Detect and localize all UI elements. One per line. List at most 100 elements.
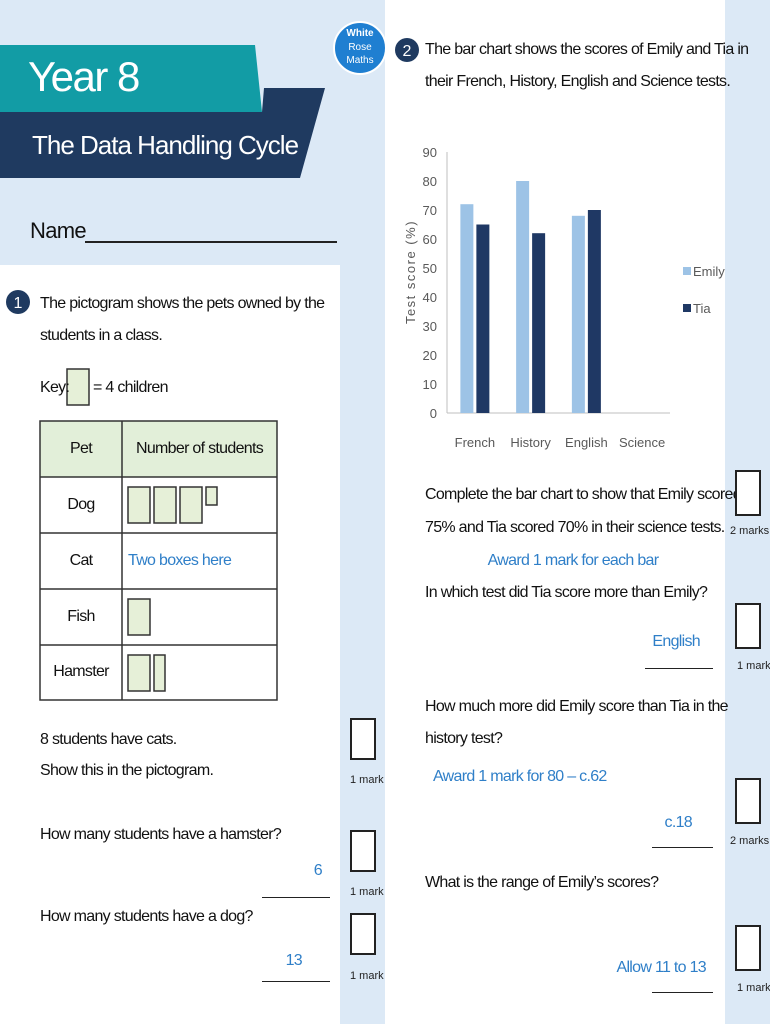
key-text: = 4 children: [93, 379, 168, 396]
x-tick-label: Science: [619, 435, 665, 450]
bar: [476, 224, 490, 413]
question-number-badge: [395, 38, 419, 62]
pictogram-symbol: [153, 486, 177, 524]
question-text: history test?: [425, 730, 503, 747]
title: Year 8: [28, 53, 140, 100]
prompt: students in a class.: [40, 327, 163, 344]
logo-text: Rose: [348, 42, 372, 53]
bar: [516, 181, 530, 413]
y-tick-label: 60: [423, 232, 437, 247]
mark-label: 1 mark: [350, 886, 384, 898]
answer: c.18: [664, 814, 693, 831]
answer: Award 1 mark for each bar: [487, 552, 659, 569]
marking-note: Award 1 mark for 80 – c.62: [433, 768, 607, 785]
question-number: 2: [403, 43, 412, 60]
pet-name: Cat: [69, 552, 94, 569]
mark-box[interactable]: [735, 778, 761, 824]
mark-label: 2 marks: [730, 525, 770, 537]
legend-label: Tia: [693, 301, 711, 316]
y-tick-label: 90: [423, 145, 437, 160]
y-tick-label: 10: [423, 377, 437, 392]
key-symbol: [66, 368, 90, 406]
pictogram-symbol: [127, 486, 151, 524]
pictogram-symbol: [153, 654, 166, 692]
answer-line: [645, 668, 713, 669]
question-text: How many students have a dog?: [40, 908, 253, 925]
bar: [460, 204, 474, 413]
question-text: Complete the bar chart to show that Emil…: [425, 486, 742, 503]
x-tick-label: History: [510, 435, 551, 450]
mark-box[interactable]: [350, 718, 376, 760]
mark-label: 1 mark: [737, 660, 770, 672]
answer-line: [262, 981, 330, 982]
logo: [333, 21, 387, 75]
name-label: Name: [30, 218, 87, 243]
question-number-badge: [6, 290, 30, 314]
mark-box[interactable]: [735, 470, 761, 516]
logo-text: White: [346, 28, 374, 39]
subtitle-banner: [0, 88, 325, 178]
pictogram-symbol: [127, 598, 151, 636]
answer: English: [652, 633, 700, 650]
question-text: How much more did Emily score than Tia i…: [425, 698, 729, 715]
answer: Allow 11 to 13: [616, 959, 706, 976]
question-text: What is the range of Emily’s scores?: [425, 874, 659, 891]
y-tick-label: 40: [423, 290, 437, 305]
answer: Two boxes here: [128, 552, 232, 569]
logo-text: Maths: [346, 55, 373, 66]
subtitle: The Data Handling Cycle: [32, 130, 299, 160]
right-panel: [385, 0, 725, 1024]
prompt: The pictogram shows the pets owned by th…: [40, 295, 325, 312]
y-tick-label: 30: [423, 319, 437, 334]
bar: [587, 210, 601, 413]
pet-name: Dog: [67, 496, 95, 513]
answer-line: [262, 897, 330, 898]
pictogram-symbol: [205, 486, 218, 506]
y-tick-label: 0: [430, 406, 437, 421]
prompt: their French, History, English and Scien…: [425, 73, 731, 90]
answer-line: [652, 847, 713, 848]
mark-box[interactable]: [735, 603, 761, 649]
prompt: The bar chart shows the scores of Emily …: [425, 41, 749, 58]
y-axis-label: Test score (%): [403, 220, 418, 324]
question-text: 8 students have cats.: [40, 731, 177, 748]
pet-name: Fish: [67, 608, 95, 625]
bar: [571, 215, 585, 413]
answer: 13: [285, 952, 303, 969]
title-banner: [0, 45, 262, 112]
key-label: Key:: [40, 379, 70, 396]
pet-name: Hamster: [53, 663, 109, 680]
question-text: How many students have a hamster?: [40, 826, 282, 843]
table-header-bg: [40, 421, 277, 477]
pictogram-symbol: [179, 486, 203, 524]
question-text: In which test did Tia score more than Em…: [425, 584, 708, 601]
question-number: 1: [14, 295, 23, 312]
x-tick-label: French: [455, 435, 495, 450]
mark-label: 2 marks: [730, 835, 770, 847]
mark-box[interactable]: [735, 925, 761, 971]
mark-label: 1 mark: [350, 970, 384, 982]
y-tick-label: 80: [423, 174, 437, 189]
y-tick-label: 70: [423, 203, 437, 218]
question-text: 75% and Tia scored 70% in their science …: [425, 519, 725, 536]
bar: [532, 233, 546, 413]
legend-swatch: [683, 267, 691, 275]
question-text: Show this in the pictogram.: [40, 762, 214, 779]
table-grid: [39, 420, 278, 701]
pictogram-symbol: [127, 654, 151, 692]
x-tick-label: English: [565, 435, 608, 450]
table-header: Number of students: [135, 440, 264, 457]
mark-box[interactable]: [350, 830, 376, 872]
mark-box[interactable]: [350, 913, 376, 955]
mark-label: 1 mark: [350, 774, 384, 786]
answer: 6: [313, 862, 323, 879]
mark-label: 1 mark: [737, 982, 770, 994]
answer-line: [652, 992, 713, 993]
legend-label: Emily: [693, 264, 725, 279]
legend-swatch: [683, 304, 691, 312]
y-tick-label: 50: [423, 261, 437, 276]
table-header: Pet: [70, 440, 93, 457]
y-tick-label: 20: [423, 348, 437, 363]
